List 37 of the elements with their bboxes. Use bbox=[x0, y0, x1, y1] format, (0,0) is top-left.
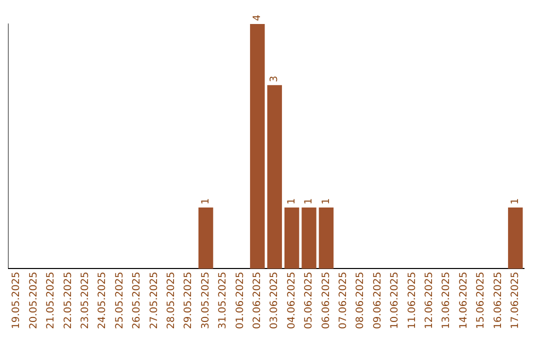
x-tick-label: 25.05.2025 bbox=[114, 272, 126, 330]
x-tick-label: 09.06.2025 bbox=[372, 272, 384, 330]
data-label: 1 bbox=[320, 198, 332, 205]
data-label: 4 bbox=[252, 14, 263, 21]
x-tick-label: 10.06.2025 bbox=[390, 272, 401, 330]
x-tick-label: 31.05.2025 bbox=[218, 272, 229, 330]
x-tick-label: 20.05.2025 bbox=[28, 272, 40, 330]
x-tick-label: 22.05.2025 bbox=[62, 272, 74, 330]
x-tick-label: 24.05.2025 bbox=[97, 272, 108, 330]
x-tick-label: 27.05.2025 bbox=[148, 272, 160, 330]
x-tick-label: 05.06.2025 bbox=[304, 272, 315, 330]
x-tick-label: 21.05.2025 bbox=[46, 272, 57, 330]
x-tick-label: 02.06.2025 bbox=[252, 272, 263, 330]
data-label: 3 bbox=[269, 76, 280, 82]
x-tick-label: 08.06.2025 bbox=[355, 272, 366, 330]
x-tick-label: 03.06.2025 bbox=[269, 272, 280, 330]
x-tick-label: 30.05.2025 bbox=[200, 272, 212, 330]
x-tick-label: 14.06.2025 bbox=[458, 272, 470, 330]
x-tick-label: 19.05.2025 bbox=[11, 272, 22, 330]
x-tick-label: 26.05.2025 bbox=[132, 272, 143, 330]
x-tick-label: 04.06.2025 bbox=[286, 272, 298, 330]
x-tick-label: 06.06.2025 bbox=[320, 272, 332, 330]
x-tick-label: 12.06.2025 bbox=[424, 272, 435, 330]
x-tick-label: 17.06.2025 bbox=[510, 272, 521, 330]
data-label: 1 bbox=[304, 198, 315, 205]
x-tick-label: 16.06.2025 bbox=[492, 272, 504, 330]
x-tick-label: 28.05.2025 bbox=[166, 272, 177, 330]
x-tick-label: 29.05.2025 bbox=[183, 272, 194, 330]
x-tick-label: 23.05.2025 bbox=[80, 272, 91, 330]
x-tick-label: 11.06.2025 bbox=[406, 272, 418, 330]
x-tick-label: 15.06.2025 bbox=[476, 272, 487, 330]
data-label: 1 bbox=[510, 198, 521, 205]
data-label: 1 bbox=[286, 198, 298, 205]
data-label: 1 bbox=[200, 198, 212, 205]
x-tick-label: 07.06.2025 bbox=[338, 272, 349, 330]
x-tick-label: 01.06.2025 bbox=[234, 272, 246, 330]
x-tick-label: 13.06.2025 bbox=[441, 272, 452, 330]
